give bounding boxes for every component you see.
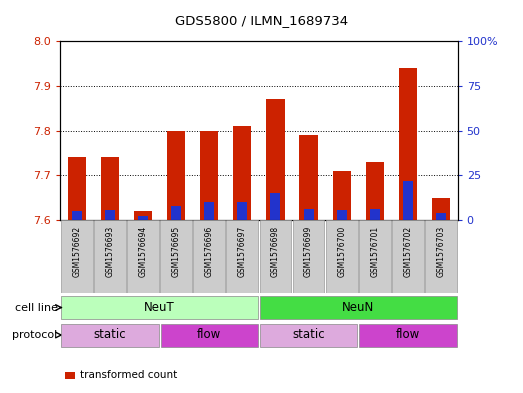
Text: GDS5800 / ILMN_1689734: GDS5800 / ILMN_1689734 xyxy=(175,14,348,27)
Bar xyxy=(266,99,285,220)
Bar xyxy=(237,202,247,220)
Text: GSM1576697: GSM1576697 xyxy=(238,226,247,277)
Bar xyxy=(72,211,82,220)
Text: GSM1576695: GSM1576695 xyxy=(172,226,180,277)
Bar xyxy=(259,220,291,293)
Bar xyxy=(105,210,115,220)
Bar xyxy=(436,213,446,220)
Bar xyxy=(270,193,280,220)
Text: GSM1576698: GSM1576698 xyxy=(271,226,280,277)
Bar xyxy=(171,206,181,220)
Bar xyxy=(337,210,347,220)
Text: GSM1576703: GSM1576703 xyxy=(437,226,446,277)
Text: NeuT: NeuT xyxy=(144,301,175,314)
Text: GSM1576701: GSM1576701 xyxy=(370,226,379,277)
Text: GSM1576693: GSM1576693 xyxy=(105,226,115,277)
Bar xyxy=(432,198,450,220)
Bar xyxy=(200,130,218,220)
Text: static: static xyxy=(94,328,126,341)
Text: GSM1576696: GSM1576696 xyxy=(204,226,214,277)
Text: protocol: protocol xyxy=(12,330,58,340)
Bar xyxy=(226,220,258,293)
Bar xyxy=(134,211,152,220)
Bar xyxy=(67,158,86,220)
Text: transformed count: transformed count xyxy=(80,370,177,380)
Bar xyxy=(204,202,214,220)
Text: GSM1576692: GSM1576692 xyxy=(72,226,81,277)
Text: GSM1576702: GSM1576702 xyxy=(403,226,413,277)
Text: flow: flow xyxy=(197,328,221,341)
Bar xyxy=(194,220,225,293)
Bar xyxy=(61,296,258,319)
Bar xyxy=(101,158,119,220)
Bar xyxy=(403,181,413,220)
Bar xyxy=(138,216,148,220)
Bar xyxy=(61,323,158,347)
Bar xyxy=(359,323,457,347)
Bar xyxy=(94,220,126,293)
Bar xyxy=(370,209,380,220)
Bar xyxy=(260,323,357,347)
Text: static: static xyxy=(292,328,325,341)
Bar xyxy=(160,220,192,293)
Bar xyxy=(300,135,317,220)
Bar xyxy=(303,209,313,220)
Text: NeuN: NeuN xyxy=(342,301,374,314)
Text: GSM1576699: GSM1576699 xyxy=(304,226,313,277)
Text: GSM1576694: GSM1576694 xyxy=(139,226,147,277)
Bar xyxy=(127,220,159,293)
Bar xyxy=(359,220,391,293)
Text: GSM1576700: GSM1576700 xyxy=(337,226,346,277)
Bar xyxy=(167,130,185,220)
Bar xyxy=(425,220,457,293)
Text: cell line: cell line xyxy=(15,303,58,312)
Text: flow: flow xyxy=(396,328,420,341)
Bar xyxy=(366,162,384,220)
Bar xyxy=(293,220,324,293)
Bar xyxy=(61,220,93,293)
Bar xyxy=(161,323,258,347)
Bar xyxy=(326,220,358,293)
Bar xyxy=(260,296,457,319)
Bar xyxy=(392,220,424,293)
Bar xyxy=(333,171,351,220)
Bar xyxy=(399,68,417,220)
Bar xyxy=(233,126,252,220)
